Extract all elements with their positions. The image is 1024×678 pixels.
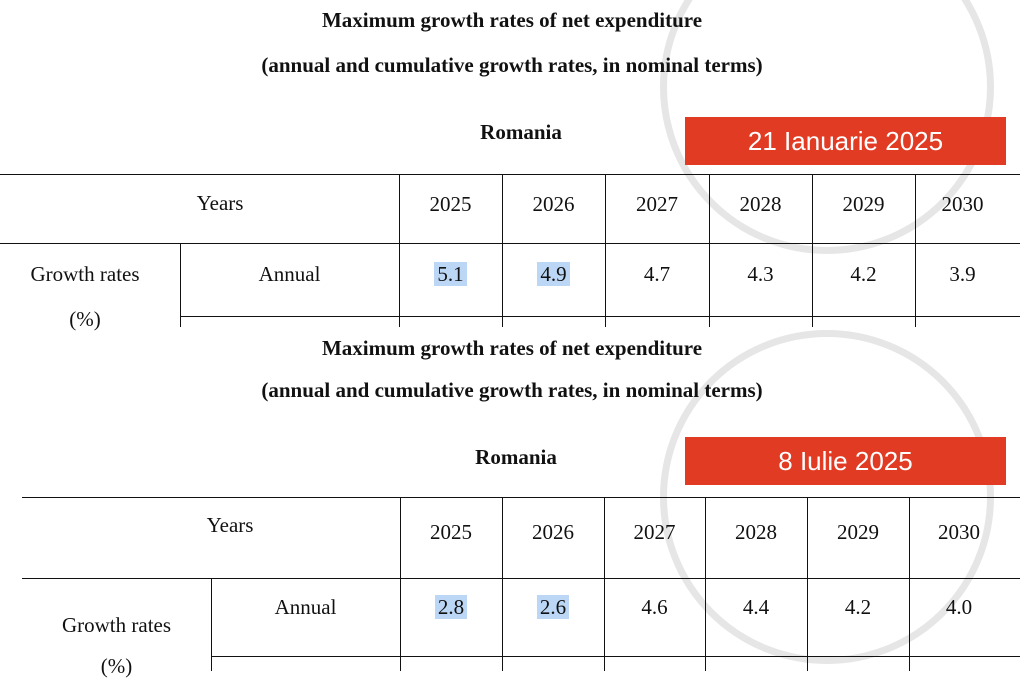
- country-label: Romania: [480, 120, 562, 144]
- table-rule: [399, 174, 400, 327]
- table-rule: [22, 578, 1020, 579]
- row-sub-label: Annual: [258, 262, 321, 286]
- value-cell: 4.9: [502, 262, 605, 286]
- highlighted-value: 5.1: [434, 262, 467, 286]
- value-cell: 4.3: [747, 262, 774, 286]
- table-rule: [400, 497, 401, 671]
- year-header: 2030: [941, 192, 984, 216]
- year-header: 2025: [429, 192, 472, 216]
- row-sub-label: Annual: [274, 595, 337, 619]
- value-cell: 4.4: [742, 595, 770, 619]
- date-badge: 21 Ianuarie 2025: [685, 117, 1006, 165]
- value-cell: 4.2: [850, 262, 877, 286]
- year-header: 2028: [735, 520, 777, 544]
- table-rule: [502, 174, 503, 327]
- year-header: 2027: [636, 192, 678, 216]
- year-header: 2027: [633, 520, 676, 544]
- table-rule: [605, 174, 606, 327]
- table-rule: [709, 174, 710, 327]
- highlighted-value: 4.9: [537, 262, 570, 286]
- table-rule: [915, 174, 916, 327]
- row-unit: (%): [69, 307, 101, 331]
- value-cell: 2.8: [400, 595, 502, 619]
- year-header: 2025: [430, 520, 472, 544]
- row-label: Growth rates: [30, 262, 140, 286]
- year-header: 2029: [842, 192, 885, 216]
- table-rule: [909, 497, 910, 671]
- years-header: Years: [206, 513, 254, 537]
- table-rule: [705, 497, 706, 671]
- year-header: 2026: [532, 192, 575, 216]
- year-header: 2030: [938, 520, 980, 544]
- table-rule: [211, 656, 1020, 657]
- table-rule: [180, 243, 181, 327]
- table-subtitle: (annual and cumulative growth rates, in …: [261, 53, 763, 77]
- row-unit: (%): [100, 654, 133, 678]
- value-cell: 4.6: [641, 595, 668, 619]
- table-rule: [22, 497, 1020, 498]
- year-header: 2028: [739, 192, 782, 216]
- value-cell: 4.7: [643, 262, 671, 286]
- table-rule: [604, 497, 605, 671]
- table-rule: [211, 578, 212, 671]
- table-rule: [812, 174, 813, 327]
- table-rule: [502, 497, 503, 671]
- highlighted-value: 2.6: [536, 595, 570, 619]
- table-subtitle: (annual and cumulative growth rates, in …: [261, 378, 763, 402]
- table-title: Maximum growth rates of net expenditure: [321, 8, 703, 32]
- value-cell: 2.6: [502, 595, 604, 619]
- years-header: Years: [196, 191, 244, 215]
- highlighted-value: 2.8: [434, 595, 468, 619]
- year-header: 2029: [837, 520, 879, 544]
- table-rule: [0, 243, 1020, 244]
- value-cell: 4.2: [844, 595, 872, 619]
- table-rule: [807, 497, 808, 671]
- table-rule: [180, 316, 1020, 317]
- table-title: Maximum growth rates of net expenditure: [321, 336, 703, 360]
- value-cell: 4.0: [945, 595, 973, 619]
- table-rule: [0, 174, 1020, 175]
- country-label: Romania: [475, 445, 557, 469]
- value-cell: 3.9: [949, 262, 976, 286]
- row-label: Growth rates: [61, 613, 172, 637]
- year-header: 2026: [532, 520, 574, 544]
- value-cell: 5.1: [399, 262, 502, 286]
- date-badge: 8 Iulie 2025: [685, 437, 1006, 485]
